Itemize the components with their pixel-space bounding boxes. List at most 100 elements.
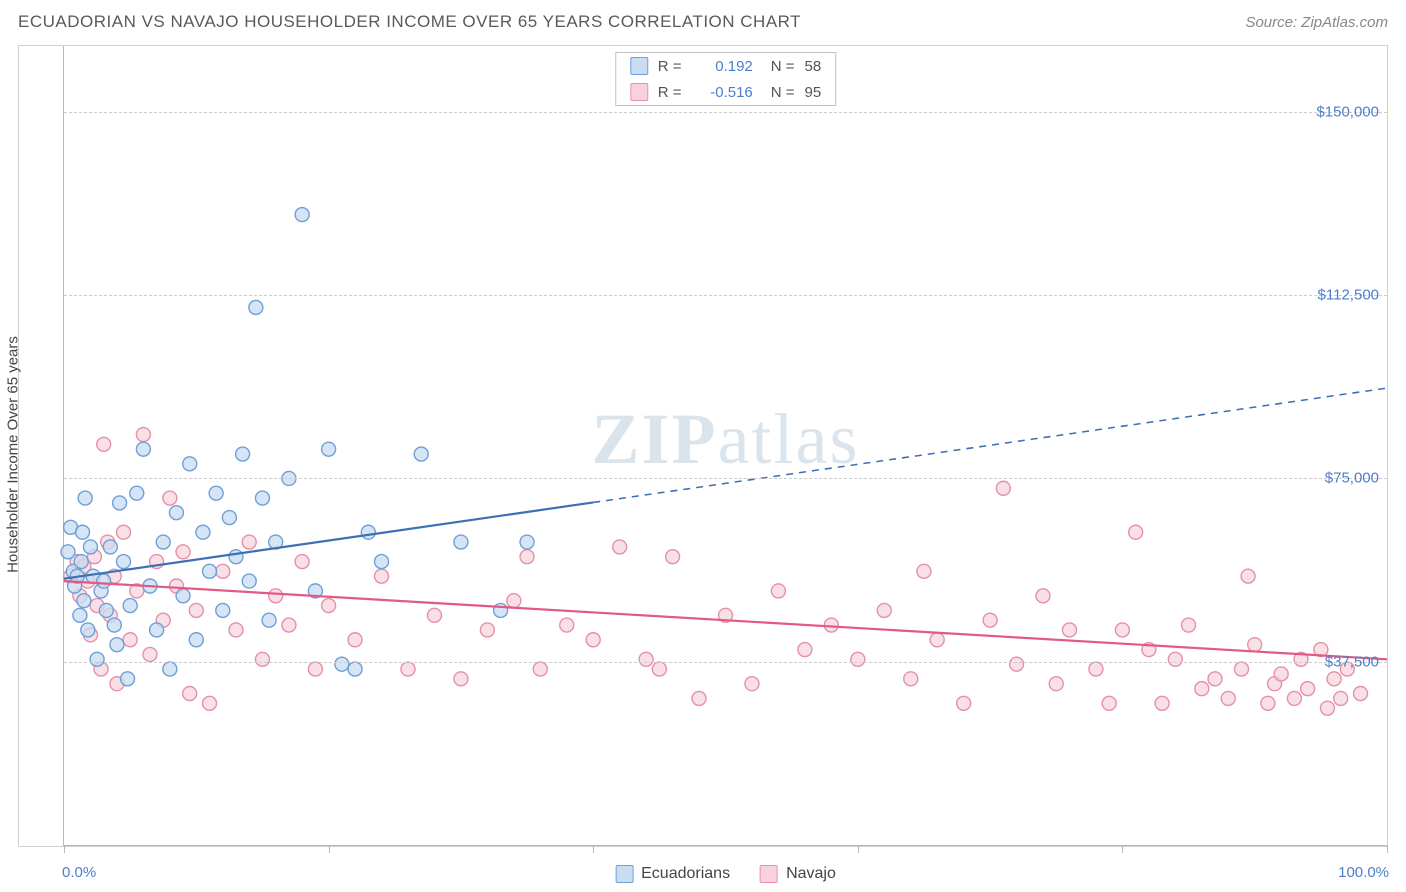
scatter-point — [586, 633, 600, 647]
series-legend-item-1: Navajo — [760, 865, 836, 883]
scatter-point — [216, 603, 230, 617]
scatter-point — [1115, 623, 1129, 637]
y-tick-label: $75,000 — [1325, 470, 1379, 487]
scatter-point — [123, 633, 137, 647]
scatter-point — [262, 613, 276, 627]
scatter-point — [1354, 687, 1368, 701]
scatter-point — [613, 540, 627, 554]
series-legend-item-0: Ecuadorians — [615, 865, 730, 883]
series-label-0: Ecuadorians — [641, 865, 730, 883]
scatter-point — [103, 540, 117, 554]
scatter-point — [1208, 672, 1222, 686]
scatter-point — [1261, 696, 1275, 710]
scatter-point — [335, 657, 349, 671]
scatter-point — [480, 623, 494, 637]
scatter-point — [560, 618, 574, 632]
scatter-point — [255, 491, 269, 505]
scatter-point — [123, 599, 137, 613]
scatter-point — [117, 525, 131, 539]
scatter-point — [361, 525, 375, 539]
scatter-point — [203, 696, 217, 710]
scatter-point — [150, 623, 164, 637]
x-tick — [1387, 845, 1388, 853]
scatter-point — [229, 550, 243, 564]
scatter-point — [81, 623, 95, 637]
scatter-point — [1049, 677, 1063, 691]
scatter-point — [1301, 682, 1315, 696]
scatter-point — [189, 603, 203, 617]
scatter-point — [771, 584, 785, 598]
plot-area: ZIPatlas R = 0.192 N = 58 R = -0.516 N =… — [63, 46, 1387, 846]
scatter-point — [375, 569, 389, 583]
scatter-point — [414, 447, 428, 461]
scatter-point — [322, 442, 336, 456]
scatter-point — [1241, 569, 1255, 583]
scatter-point — [983, 613, 997, 627]
trend-line-extrapolated — [593, 388, 1387, 502]
scatter-point — [996, 481, 1010, 495]
scatter-point — [1234, 662, 1248, 676]
scatter-point — [692, 691, 706, 705]
scatter-point — [203, 564, 217, 578]
y-tick-label: $37,500 — [1325, 653, 1379, 670]
scatter-point — [348, 662, 362, 676]
scatter-point — [454, 672, 468, 686]
scatter-point — [904, 672, 918, 686]
scatter-point — [242, 574, 256, 588]
gridline — [64, 112, 1387, 113]
scatter-point — [520, 535, 534, 549]
y-tick-label: $112,500 — [1318, 287, 1379, 304]
x-axis-min-label: 0.0% — [62, 864, 96, 881]
scatter-point — [533, 662, 547, 676]
scatter-point — [1287, 691, 1301, 705]
scatter-point — [163, 491, 177, 505]
scatter-point — [507, 594, 521, 608]
scatter-point — [282, 618, 296, 632]
scatter-point — [1062, 623, 1076, 637]
scatter-point — [851, 652, 865, 666]
scatter-point — [666, 550, 680, 564]
chart-header: ECUADORIAN VS NAVAJO HOUSEHOLDER INCOME … — [18, 12, 1388, 32]
scatter-point — [427, 608, 441, 622]
scatter-point — [1102, 696, 1116, 710]
scatter-point — [242, 535, 256, 549]
scatter-point — [113, 496, 127, 510]
scatter-point — [169, 506, 183, 520]
scatter-point — [957, 696, 971, 710]
x-axis-max-label: 100.0% — [1338, 864, 1389, 881]
x-tick — [858, 845, 859, 853]
scatter-point — [209, 486, 223, 500]
series-swatch-ecuadorians — [615, 865, 633, 883]
scatter-point — [295, 555, 309, 569]
scatter-point — [110, 638, 124, 652]
scatter-point — [229, 623, 243, 637]
scatter-point — [73, 608, 87, 622]
scatter-point — [1036, 589, 1050, 603]
scatter-point — [454, 535, 468, 549]
scatter-point — [520, 550, 534, 564]
scatter-point — [97, 574, 111, 588]
gridline — [64, 478, 1387, 479]
scatter-point — [308, 662, 322, 676]
scatter-point — [216, 564, 230, 578]
x-tick — [329, 845, 330, 853]
scatter-point — [1155, 696, 1169, 710]
gridline — [64, 295, 1387, 296]
scatter-point — [121, 672, 135, 686]
scatter-point — [196, 525, 210, 539]
scatter-point — [295, 208, 309, 222]
scatter-point — [348, 633, 362, 647]
scatter-point — [255, 652, 269, 666]
chart-source: Source: ZipAtlas.com — [1245, 14, 1388, 31]
scatter-point — [136, 442, 150, 456]
scatter-point — [322, 599, 336, 613]
scatter-point — [1334, 691, 1348, 705]
scatter-point — [99, 603, 113, 617]
scatter-point — [745, 677, 759, 691]
scatter-point — [877, 603, 891, 617]
y-tick-label: $150,000 — [1316, 103, 1379, 120]
scatter-point — [249, 300, 263, 314]
scatter-point — [375, 555, 389, 569]
scatter-point — [117, 555, 131, 569]
scatter-svg — [64, 46, 1387, 845]
